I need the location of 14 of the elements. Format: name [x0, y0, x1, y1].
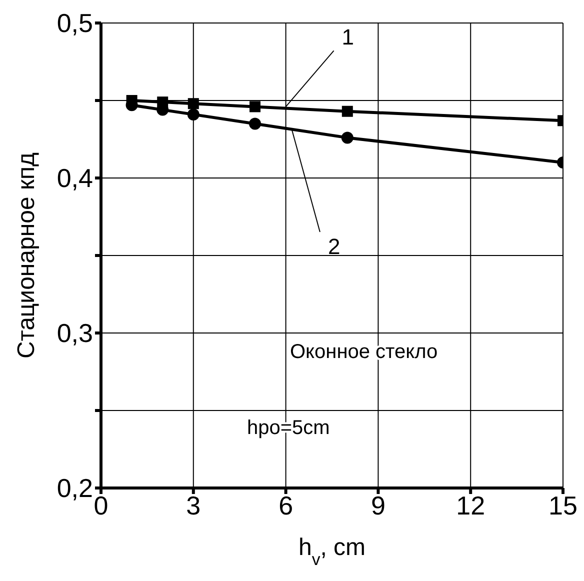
annotation: 2 [328, 234, 340, 259]
x-tick-label: 6 [278, 490, 294, 520]
x-axis-title: h$_{v}$, cm [298, 534, 366, 568]
y-tick-label: 0,2 [56, 473, 93, 504]
x-tick-label: 15 [548, 490, 578, 520]
x-tick-label: 3 [186, 490, 201, 520]
y-axis-title: Стационарное кпд [13, 152, 40, 358]
y-tick-label: 0,3 [56, 318, 93, 348]
x-tick-label: 0 [94, 490, 108, 520]
y-tick-label: 0,4 [56, 163, 93, 194]
x-tick-label: 9 [370, 490, 386, 520]
x-tick-label: 12 [456, 490, 486, 520]
annotation: 1 [342, 24, 354, 50]
y-tick-label: 0,5 [56, 8, 93, 38]
